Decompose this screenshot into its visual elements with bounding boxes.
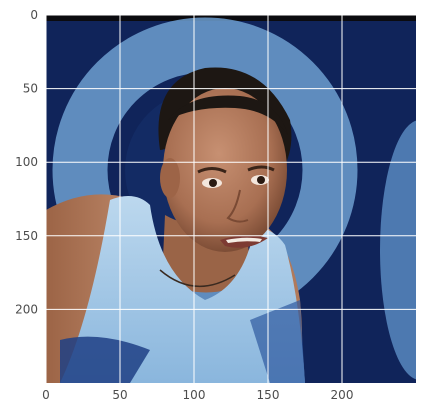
x-tick-label: 150 xyxy=(257,388,280,402)
x-tick-label: 0 xyxy=(42,388,50,402)
y-tick-label: 50 xyxy=(23,82,38,96)
portrait-image xyxy=(46,15,425,383)
x-tick-label: 200 xyxy=(331,388,354,402)
x-axis-ticks: 0 50 100 150 200 xyxy=(42,388,353,402)
y-tick-label: 100 xyxy=(15,155,38,169)
x-tick-label: 50 xyxy=(112,388,127,402)
y-tick-label: 150 xyxy=(15,229,38,243)
y-tick-label: 0 xyxy=(30,8,38,22)
x-tick-label: 100 xyxy=(183,388,206,402)
y-tick-label: 200 xyxy=(15,302,38,316)
y-axis-ticks: 0 50 100 150 200 xyxy=(15,8,38,316)
